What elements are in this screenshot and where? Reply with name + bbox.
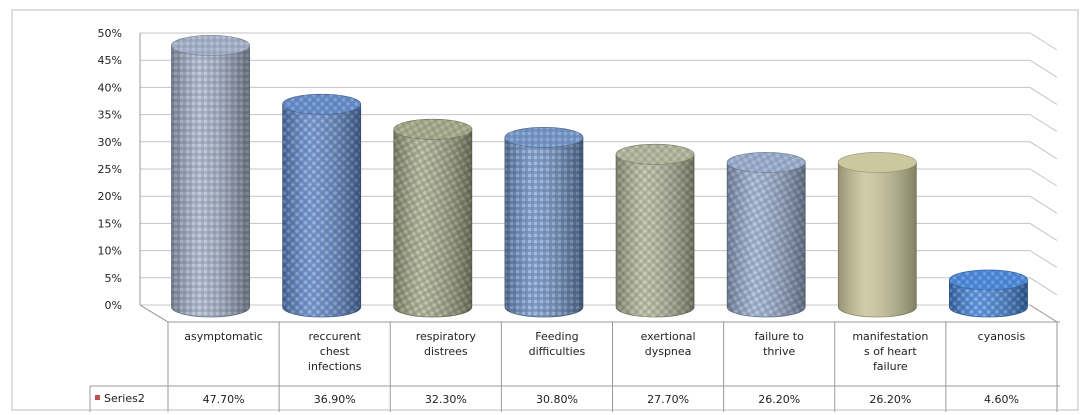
data-label: 26.20% xyxy=(869,393,911,406)
data-label: 30.80% xyxy=(536,393,578,406)
category-label: exertional dyspnea xyxy=(641,330,696,358)
bar xyxy=(837,152,917,318)
bar-top-texture xyxy=(504,127,583,148)
category-label: Feeding difficulties xyxy=(529,330,586,358)
y-tick-label: 10% xyxy=(98,245,122,258)
data-label: 47.70% xyxy=(203,393,245,406)
bar xyxy=(393,118,473,318)
legend-series-name: Series2 xyxy=(104,392,145,405)
gridline xyxy=(140,32,1058,51)
bar-shading xyxy=(504,137,583,317)
legend-key xyxy=(95,395,100,400)
bar-shading xyxy=(949,279,1028,317)
bar-top-texture xyxy=(949,269,1028,290)
category-label: manifestation s of heart failure xyxy=(852,330,928,373)
bar xyxy=(282,93,362,318)
category-label: asymptomatic xyxy=(184,330,263,343)
bar xyxy=(726,152,806,318)
bar xyxy=(504,127,584,318)
y-tick-label: 15% xyxy=(98,217,122,230)
bar xyxy=(949,269,1028,318)
data-label: 36.90% xyxy=(314,393,356,406)
bar xyxy=(615,143,695,318)
y-tick-label: 35% xyxy=(98,109,122,122)
y-tick-label: 5% xyxy=(105,272,122,285)
y-tick-label: 25% xyxy=(98,163,122,176)
gridline xyxy=(140,114,1058,133)
gridline xyxy=(140,59,1058,78)
data-label: 27.70% xyxy=(647,393,689,406)
bar-top-texture xyxy=(838,152,917,173)
bar-top-texture xyxy=(171,35,250,56)
bar xyxy=(171,35,250,318)
category-label: failure to thrive xyxy=(755,330,805,358)
y-tick-label: 30% xyxy=(98,136,122,149)
gridline xyxy=(140,86,1058,105)
y-tick-label: 0% xyxy=(105,299,122,312)
category-label: reccurent chest infections xyxy=(308,330,362,373)
bar-shading xyxy=(393,129,472,317)
data-label: 32.30% xyxy=(425,393,467,406)
y-tick-label: 50% xyxy=(98,27,122,40)
bar-shading xyxy=(616,154,695,317)
bar-shading xyxy=(282,104,361,317)
data-label: 4.60% xyxy=(984,393,1019,406)
bar-top-texture xyxy=(616,144,695,165)
y-tick-label: 20% xyxy=(98,190,122,203)
y-tick-label: 40% xyxy=(98,81,122,94)
bar-top-texture xyxy=(282,94,361,115)
y-tick-label: 45% xyxy=(98,54,122,67)
category-label: respiratory distrees xyxy=(416,330,477,358)
data-label: 26.20% xyxy=(758,393,800,406)
floor-edge xyxy=(139,304,169,323)
bar-shading xyxy=(171,45,250,318)
bar-shading xyxy=(727,162,806,317)
bar-top-texture xyxy=(727,152,806,173)
bar-top-texture xyxy=(393,119,472,140)
bar-shading xyxy=(838,162,917,317)
category-label: cyanosis xyxy=(978,330,1026,343)
